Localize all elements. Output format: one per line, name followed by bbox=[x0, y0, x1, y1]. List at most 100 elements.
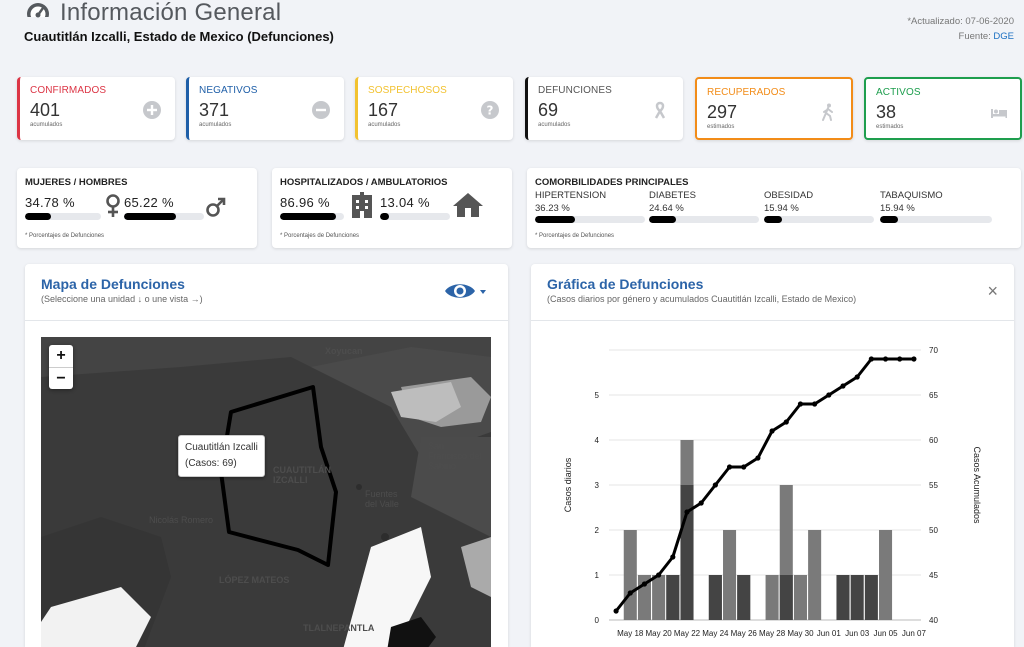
chart-bar bbox=[680, 485, 694, 620]
chart-point bbox=[826, 392, 832, 398]
hospitalized-bar-fill bbox=[280, 213, 336, 220]
chart-x-tick-label: Jun 01 bbox=[817, 629, 842, 638]
map-label: TLALNEPANTLA bbox=[303, 623, 375, 633]
chart-point bbox=[684, 509, 690, 515]
chart-point bbox=[911, 356, 917, 362]
ribbon-icon bbox=[654, 101, 666, 119]
chart-bar bbox=[793, 575, 807, 620]
stat-label: CONFIRMADOS bbox=[30, 85, 107, 96]
plus-circle-icon bbox=[143, 101, 161, 119]
chart-bar bbox=[836, 575, 850, 620]
chart-panel-subtitle: (Casos diarios por género y acumulados C… bbox=[547, 294, 857, 304]
chart-y-tick-label: 2 bbox=[595, 526, 600, 535]
map-label: CUAUTITLÁN IZCALLI bbox=[273, 465, 331, 485]
hospital-building-icon bbox=[352, 192, 372, 218]
chart-point bbox=[670, 554, 676, 560]
chart-point bbox=[627, 590, 633, 596]
minus-circle-icon bbox=[312, 101, 330, 119]
comorbidity-label: TABAQUISMO bbox=[880, 190, 943, 201]
bed-icon bbox=[991, 109, 1007, 118]
stat-label: ACTIVOS bbox=[876, 87, 921, 98]
chart-point bbox=[812, 401, 818, 407]
stat-label: DEFUNCIONES bbox=[538, 85, 612, 96]
stat-value: 38 bbox=[876, 102, 897, 122]
men-bar-fill bbox=[124, 213, 177, 220]
hospitalized-percent: 86.96 % bbox=[280, 195, 330, 210]
stat-card-negativos: NEGATIVOS 371 acumulados bbox=[186, 77, 344, 140]
map-panel-title: Mapa de Defunciones bbox=[41, 276, 185, 292]
chart-panel: Gráfica de Defunciones (Casos diarios po… bbox=[531, 264, 1014, 647]
update-info: *Actualizado: 07-06-2020 Fuente: DGE bbox=[907, 14, 1014, 44]
comorbidity-label: DIABETES bbox=[649, 190, 696, 201]
male-icon bbox=[206, 197, 226, 217]
chart-x-tick-label: Jun 07 bbox=[902, 629, 927, 638]
map-view[interactable]: Xoyucan CUAUTITLÁN IZCALLI LÓPEZ MATEOS … bbox=[41, 337, 491, 647]
chart-bar bbox=[666, 575, 680, 620]
chart-point bbox=[882, 356, 889, 362]
chart-y-tick-label: 4 bbox=[595, 436, 600, 445]
stat-card-confirmados: CONFIRMADOS 401 acumulados bbox=[17, 77, 175, 140]
chart-point bbox=[641, 581, 648, 587]
chart-bar bbox=[652, 575, 666, 620]
chart-y2-tick-label: 60 bbox=[929, 436, 938, 445]
chart-x-tick-label: May 18 bbox=[617, 629, 644, 638]
chart-point bbox=[712, 482, 718, 488]
stat-card-activos: ACTIVOS 38 estimados bbox=[864, 77, 1022, 140]
map-panel-subtitle: (Seleccione una unidad ↓ o une vista →) bbox=[41, 294, 203, 304]
chart-point bbox=[854, 374, 860, 380]
chart-point bbox=[726, 464, 733, 470]
chart-x-tick-label: May 20 bbox=[646, 629, 673, 638]
comorbidity-bar bbox=[649, 216, 759, 223]
map-label: Xoyucan bbox=[325, 346, 363, 356]
chart-y-axis-label: Casos diarios bbox=[563, 457, 573, 512]
question-circle-icon: ? bbox=[481, 101, 499, 119]
view-toggle-eye-icon[interactable] bbox=[444, 280, 488, 302]
comorbidities-note: * Porcentajes de Defunciones bbox=[535, 233, 615, 239]
ambulatory-percent: 13.04 % bbox=[380, 195, 430, 210]
chart-point bbox=[755, 455, 761, 461]
women-bar bbox=[25, 213, 101, 220]
chart-x-tick-label: Jun 05 bbox=[874, 629, 899, 638]
chart-y2-tick-label: 50 bbox=[929, 526, 938, 535]
zoom-out-button[interactable]: − bbox=[49, 367, 73, 389]
chart-x-tick-label: May 26 bbox=[731, 629, 758, 638]
chart-y-tick-label: 1 bbox=[595, 571, 600, 580]
chart-y2-tick-label: 45 bbox=[929, 571, 938, 580]
page-subtitle: Cuautitlán Izcalli, Estado de Mexico (De… bbox=[24, 29, 334, 44]
comorbidity-hipertension: HIPERTENSION 36.23 % bbox=[535, 190, 645, 223]
map-panel: Mapa de Defunciones (Seleccione una unid… bbox=[25, 264, 508, 647]
comorbidity-bar-fill bbox=[535, 216, 575, 223]
ambulatory-bar-fill bbox=[380, 213, 390, 220]
house-icon bbox=[453, 193, 483, 217]
tooltip-value: (Casos: 69) bbox=[185, 458, 237, 469]
chart-point bbox=[769, 428, 775, 434]
chart-x-tick-label: Jun 03 bbox=[845, 629, 870, 638]
women-bar-fill bbox=[25, 213, 52, 220]
source-link[interactable]: DGE bbox=[993, 31, 1014, 42]
men-bar bbox=[124, 213, 204, 220]
stat-label: SOSPECHOSOS bbox=[368, 85, 447, 96]
comorbidity-bar-fill bbox=[649, 216, 677, 223]
chart-y-tick-label: 5 bbox=[595, 391, 600, 400]
chart-y-tick-label: 0 bbox=[595, 616, 600, 625]
female-icon bbox=[106, 194, 120, 217]
comorbidity-bar bbox=[880, 216, 992, 223]
gender-note: * Porcentajes de Defunciones bbox=[25, 233, 105, 239]
zoom-in-button[interactable]: + bbox=[56, 347, 66, 364]
stat-value: 297 bbox=[707, 102, 738, 122]
map-regions[interactable] bbox=[41, 337, 491, 647]
page-header: Información General Cuautitlán Izcalli, … bbox=[24, 0, 1014, 50]
zoom-control: + − bbox=[49, 345, 73, 389]
close-button[interactable]: × bbox=[987, 281, 998, 301]
stat-value: 401 bbox=[30, 100, 61, 120]
chart-x-tick-label: May 30 bbox=[787, 629, 814, 638]
stat-label: RECUPERADOS bbox=[707, 87, 786, 98]
map-label: San Francisco del Sabino bbox=[428, 441, 482, 471]
comorbidity-bar bbox=[535, 216, 645, 223]
women-percent: 34.78 % bbox=[25, 195, 75, 210]
chart-bar bbox=[765, 575, 779, 620]
stat-sub: acumulados bbox=[199, 122, 232, 128]
map-label: LÓPEZ MATEOS bbox=[219, 575, 290, 585]
map-label: Nicolás Romero bbox=[149, 515, 214, 525]
stat-sub: acumulados bbox=[368, 122, 401, 128]
